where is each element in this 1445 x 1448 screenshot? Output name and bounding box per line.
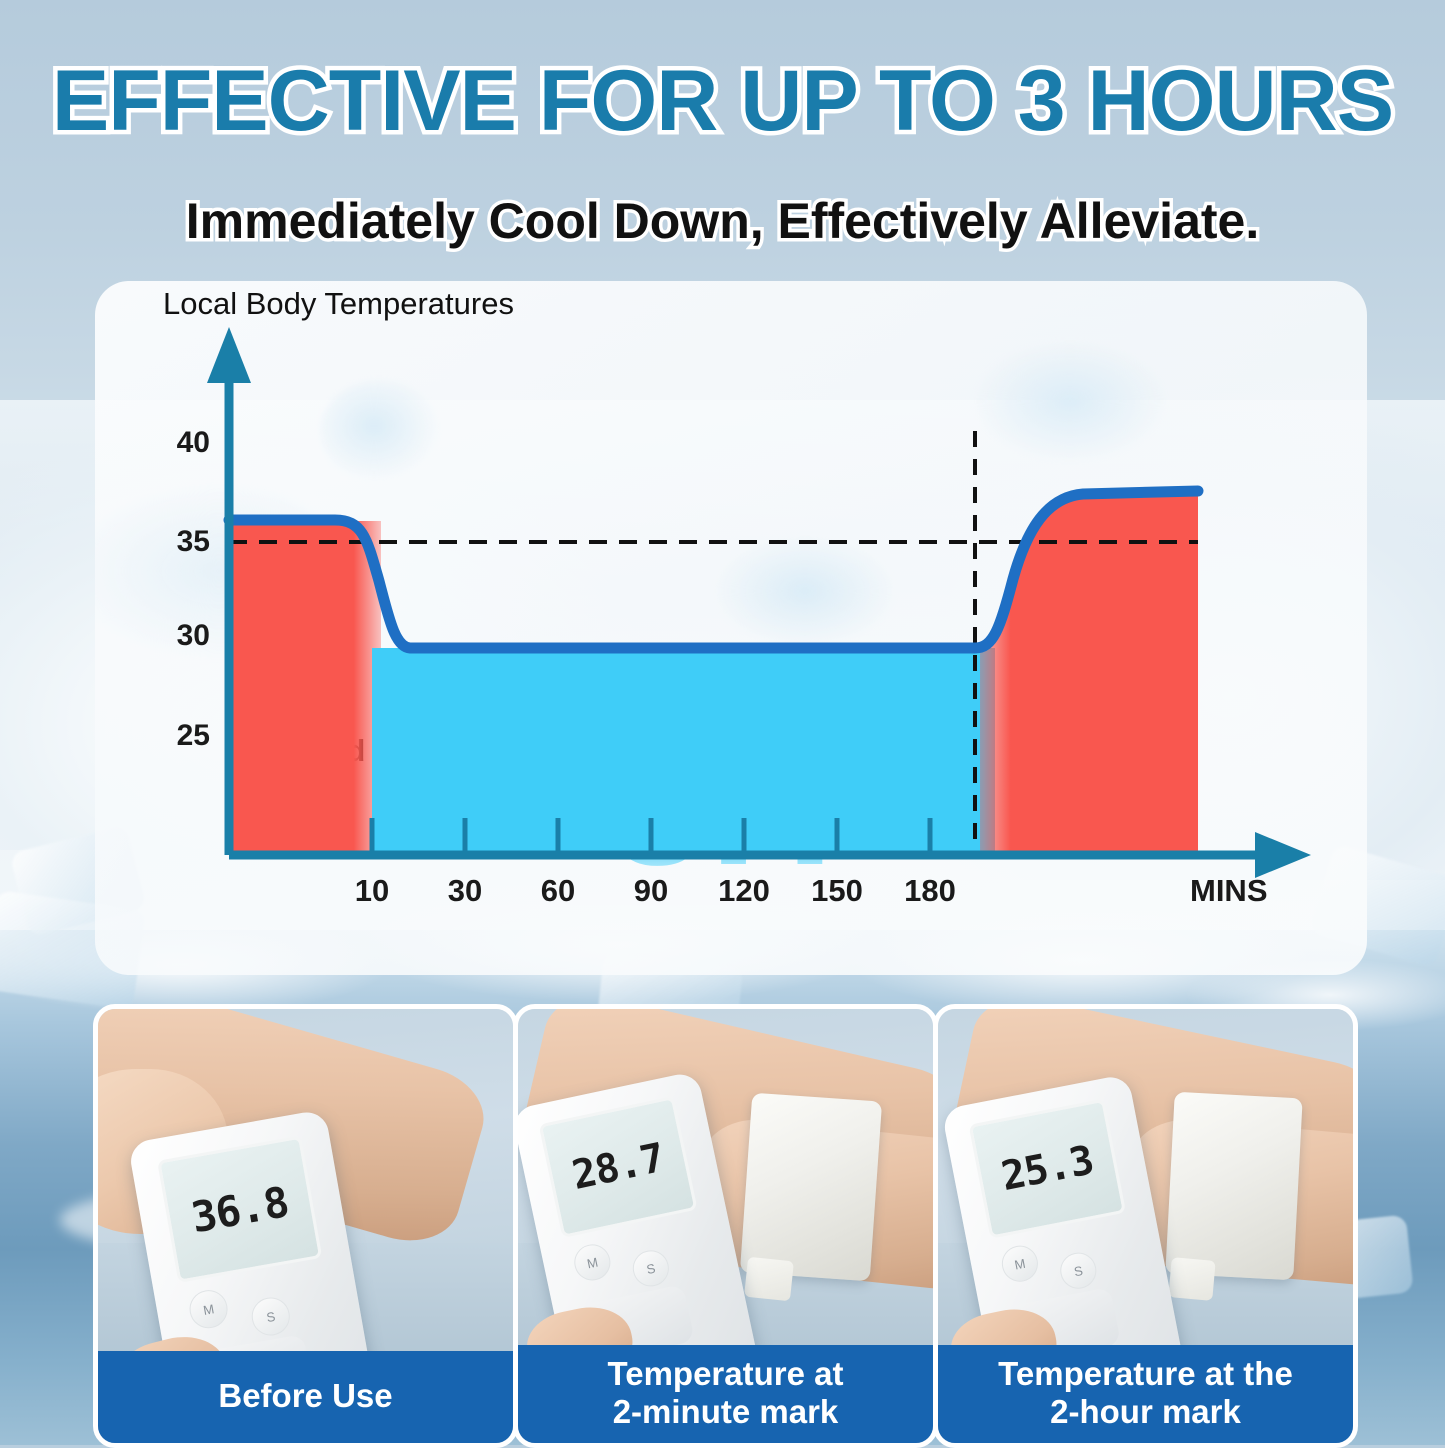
- thermometer-reading: 28.7: [568, 1134, 669, 1200]
- ice-crystal-icon: [320, 381, 440, 481]
- page-subheadline: Immediately Cool Down, Effectively Allev…: [182, 193, 1262, 250]
- region-hot-after: [980, 494, 1198, 855]
- temperature-chart: [207, 327, 1311, 878]
- cooling-patch: [1165, 1091, 1303, 1281]
- thermometer-button-s[interactable]: S: [248, 1294, 293, 1339]
- thermometer-button-m[interactable]: M: [186, 1287, 231, 1332]
- x-tick-label-120: 120: [718, 873, 770, 908]
- thermometer-screen: 36.8: [157, 1135, 323, 1283]
- cooling-patch: [739, 1092, 883, 1282]
- photo-panel-before-use[interactable]: 36.8 M S Before Use: [93, 1004, 518, 1448]
- y-axis-arrow-icon: [207, 327, 251, 383]
- thermometer-reading: 36.8: [187, 1176, 292, 1242]
- ice-crystal-icon: [975, 341, 1165, 461]
- photo-caption: Before Use: [98, 1351, 513, 1443]
- y-tick-label-35: 35: [176, 525, 210, 558]
- region-cooled: [372, 648, 995, 855]
- photo-caption: Temperature at the 2-hour mark: [938, 1345, 1353, 1443]
- thermometer-reading: 25.3: [997, 1137, 1097, 1201]
- y-axis-title: Local Body Temperatures: [163, 286, 514, 321]
- photo-caption: Temperature at 2-minute mark: [518, 1345, 933, 1443]
- thermometer-button-s[interactable]: S: [629, 1247, 673, 1290]
- photo-panel-2-minute[interactable]: 28.7 M S Temperature at 2-minute mark: [513, 1004, 938, 1448]
- thermometer-screen: 25.3: [968, 1098, 1127, 1239]
- x-tick-label-150: 150: [811, 873, 863, 908]
- x-tick-label-60: 60: [540, 873, 576, 908]
- page-headline: EFFECTIVE FOR UP TO 3 HOURS: [47, 53, 1398, 149]
- x-axis-ticks: [369, 818, 933, 855]
- region-hot-before: [229, 521, 381, 855]
- x-tick-label-30: 30: [447, 873, 483, 908]
- cooling-patch-tab: [1168, 1257, 1216, 1301]
- x-axis-title: MINS: [1190, 873, 1268, 908]
- x-tick-label-90: 90: [633, 873, 669, 908]
- y-tick-label-25: 25: [176, 719, 210, 752]
- chart-card: Local Body Temperatures 3H 40 35 30 25 1…: [95, 281, 1367, 975]
- x-axis-arrow-icon: [1255, 832, 1311, 878]
- y-tick-label-30: 30: [176, 619, 210, 652]
- thermometer-screen: 28.7: [538, 1095, 698, 1239]
- y-tick-label-40: 40: [176, 426, 210, 459]
- x-tick-label-180: 180: [904, 873, 956, 908]
- thermometer-button-m[interactable]: M: [998, 1242, 1042, 1285]
- ice-crystal-icon: [715, 536, 895, 646]
- thermometer-button-s[interactable]: S: [1057, 1249, 1100, 1292]
- x-tick-label-10: 10: [354, 873, 390, 908]
- cooling-patch-tab: [744, 1256, 794, 1302]
- photo-panel-2-hour[interactable]: 25.3 M S Temperature at the 2-hour mark: [933, 1004, 1358, 1448]
- temperature-curve: [223, 485, 1204, 654]
- thermometer-button-m[interactable]: M: [571, 1241, 614, 1284]
